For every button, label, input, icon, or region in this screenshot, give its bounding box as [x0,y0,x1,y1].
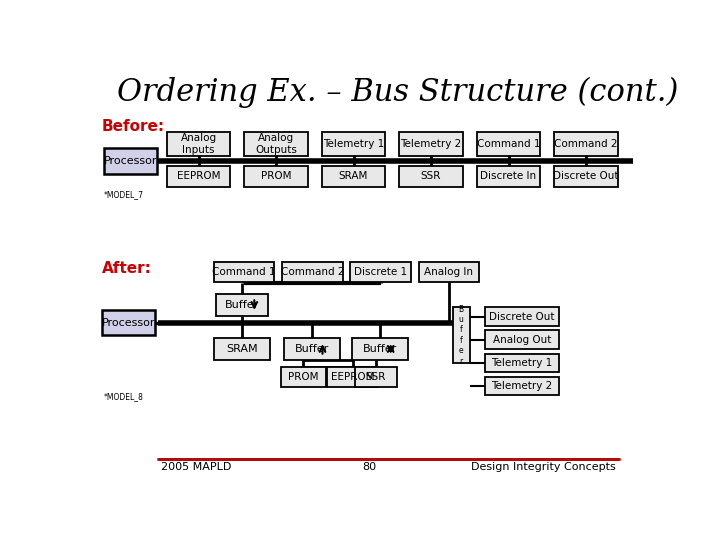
Text: *MODEL_7: *MODEL_7 [104,190,144,199]
Text: Command 2: Command 2 [554,139,618,149]
Text: Discrete Out: Discrete Out [553,172,618,181]
Text: Design Integrity Concepts: Design Integrity Concepts [471,462,616,472]
Text: EEPROM: EEPROM [331,373,374,382]
Bar [355,367,397,387]
Bar [418,262,479,282]
Text: Discrete In: Discrete In [480,172,536,181]
Bar [351,262,411,282]
Text: SRAM: SRAM [226,344,258,354]
Bar [167,166,230,187]
Bar [282,262,343,282]
Text: Discrete Out: Discrete Out [490,312,555,322]
Text: *MODEL_8: *MODEL_8 [104,392,144,401]
Text: SRAM: SRAM [339,172,368,181]
Text: Analog Out: Analog Out [493,335,552,345]
Bar [352,338,408,360]
Text: SSR: SSR [366,373,386,382]
Bar [244,132,307,157]
Bar [485,330,559,349]
Bar [399,166,463,187]
Bar [327,367,378,387]
Bar [281,367,325,387]
Bar [322,166,385,187]
Text: Processor: Processor [102,318,156,328]
Text: Analog
Outputs: Analog Outputs [255,133,297,155]
Bar [167,132,230,157]
Bar [485,377,559,395]
Text: Analog In: Analog In [424,267,473,277]
Text: SSR: SSR [420,172,441,181]
Bar [214,338,270,360]
Text: Before:: Before: [102,119,165,134]
Text: After:: After: [102,261,151,276]
Bar [554,166,618,187]
Bar [485,307,559,326]
Bar [104,148,157,174]
Text: Analog
Inputs: Analog Inputs [181,133,217,155]
Text: Buffer: Buffer [363,344,397,354]
Text: Telemetry 1: Telemetry 1 [323,139,384,149]
Text: PROM: PROM [288,373,318,382]
Bar [477,132,540,157]
Text: 80: 80 [362,462,376,472]
Bar [399,132,463,157]
Bar [215,294,269,316]
Text: B
u
f
f
e
r: B u f f e r [459,305,464,366]
Text: Telemetry 2: Telemetry 2 [492,381,553,391]
Text: Command 1: Command 1 [212,267,276,277]
Text: PROM: PROM [261,172,292,181]
Bar [477,166,540,187]
Text: Processor: Processor [104,156,157,166]
Bar [102,310,155,335]
Bar [453,307,469,363]
Text: Telemetry 1: Telemetry 1 [492,358,553,368]
Text: Command 2: Command 2 [281,267,344,277]
Text: EEPROM: EEPROM [176,172,220,181]
Bar [284,338,340,360]
Text: Ordering Ex. – Bus Structure (cont.): Ordering Ex. – Bus Structure (cont.) [117,76,678,107]
Bar [322,132,385,157]
Bar [214,262,274,282]
Bar [554,132,618,157]
Bar [485,354,559,372]
Text: Telemetry 2: Telemetry 2 [400,139,462,149]
Text: Buffer: Buffer [294,344,329,354]
Text: Command 1: Command 1 [477,139,540,149]
Text: Buffer: Buffer [225,300,259,310]
Text: Discrete 1: Discrete 1 [354,267,408,277]
Text: 2005 MAPLD: 2005 MAPLD [161,462,232,472]
Bar [244,166,307,187]
